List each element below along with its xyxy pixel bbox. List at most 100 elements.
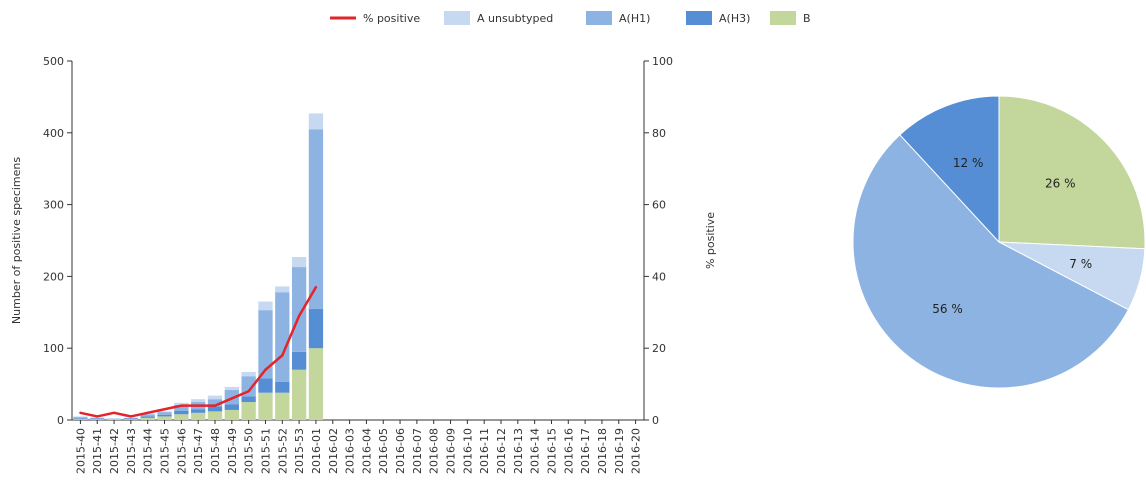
percent-positive-point-2015-41 <box>96 415 99 418</box>
bar-a-unsubtyped-2015-46 <box>174 402 189 405</box>
bar-a-unsubtyped-2015-48 <box>207 395 223 400</box>
legend: % positive A unsubtyped A(H1) A(H3) B <box>330 11 811 25</box>
bar-a-unsubtyped-2015-40 <box>73 416 88 418</box>
bar-a-h1-2016-01 <box>308 129 324 309</box>
bar-a-h3-2015-47 <box>191 409 206 413</box>
legend-swatch <box>686 11 712 25</box>
bar-b-2015-48 <box>207 411 223 420</box>
legend-label: B <box>803 12 811 25</box>
bar-a-h1-2015-45 <box>157 412 172 415</box>
bar-b-2015-42 <box>106 419 122 420</box>
pie-chart: 26 % 7 % 56 % 12 % <box>852 95 1146 389</box>
x-tick-label: 2016-07 <box>411 428 424 474</box>
pie-label-a-h3: 12 % <box>953 156 984 170</box>
bar-a-h1-2015-52 <box>275 292 290 382</box>
pie-slice-a-h3 <box>899 95 1000 244</box>
y-tick-label: 0 <box>57 414 64 427</box>
percent-positive-point-2015-44 <box>146 411 149 415</box>
bar-a-h3-2015-50 <box>241 396 256 403</box>
bar-a-h3-2015-41 <box>90 418 105 420</box>
bar-a-unsubtyped-2015-47 <box>191 399 206 403</box>
percent-positive-point-2015-49 <box>230 397 234 400</box>
bar-a-h3-2015-52 <box>275 381 290 393</box>
percent-positive-point-2015-53 <box>297 314 301 318</box>
x-tick-label: 2016-13 <box>512 428 525 474</box>
pie-label-a-unsubtyped: 7 % <box>1069 257 1092 271</box>
bar-b-2015-51 <box>258 392 273 420</box>
legend-label: A(H1) <box>619 12 650 25</box>
bar-a-h1-2015-50 <box>241 376 256 397</box>
x-tick-label: 2015-43 <box>125 428 138 474</box>
x-tick-label: 2016-11 <box>478 428 491 474</box>
x-tick-label: 2016-06 <box>394 428 407 474</box>
x-tick-label: 2015-53 <box>293 428 306 474</box>
bar-a-unsubtyped-2015-50 <box>241 371 256 377</box>
x-tick-label: 2015-52 <box>276 428 289 474</box>
legend-item-b: B <box>770 11 811 25</box>
x-tick-label: 2016-18 <box>596 428 609 474</box>
bar-chart-bars <box>73 113 324 420</box>
x-tick-label: 2016-16 <box>562 428 575 474</box>
legend-label: A unsubtyped <box>477 12 553 25</box>
bar-b-2015-41 <box>90 419 105 420</box>
x-tick-label: 2016-15 <box>545 428 558 474</box>
bar-a-h3-2015-51 <box>258 378 273 393</box>
percent-positive-point-2015-45 <box>163 408 166 411</box>
y-tick-label: 300 <box>43 199 64 212</box>
percent-positive-point-2015-47 <box>196 404 200 407</box>
bar-b-2015-44 <box>140 417 155 420</box>
percent-positive-point-2015-42 <box>112 411 116 415</box>
x-tick-label: 2015-47 <box>192 428 205 474</box>
bar-b-2015-50 <box>241 402 256 420</box>
percent-positive-point-2015-40 <box>79 411 82 415</box>
x-tick-label: 2015-45 <box>159 428 172 474</box>
x-tick-label: 2016-20 <box>630 428 643 474</box>
x-tick-label: 2015-49 <box>226 428 239 474</box>
bar-a-h3-2016-01 <box>308 308 324 349</box>
bar-a-h1-2015-42 <box>106 418 122 420</box>
bar-a-unsubtyped-2015-52 <box>275 286 290 293</box>
x-tick-label: 2016-19 <box>613 428 626 474</box>
x-tick-label: 2015-48 <box>209 428 222 474</box>
y2-axis-title: % positive <box>704 212 717 269</box>
x-tick-label: 2016-14 <box>529 428 542 474</box>
x-tick-label: 2016-10 <box>461 428 474 474</box>
percent-positive-point-2015-50 <box>247 390 250 393</box>
bar-a-h3-2015-43 <box>123 418 139 420</box>
bar-a-h3-2015-45 <box>157 414 172 417</box>
y2-tick-label: 60 <box>652 199 666 212</box>
pie-label-b: 26 % <box>1045 177 1076 191</box>
y2-tick-label: 0 <box>652 414 659 427</box>
x-tick-label: 2016-05 <box>377 428 390 474</box>
percent-positive-point-2015-48 <box>213 404 217 407</box>
y-tick-label: 400 <box>43 127 64 140</box>
x-tick-label: 2016-01 <box>310 428 323 474</box>
x-tick-label: 2015-42 <box>108 428 121 474</box>
bar-b-2015-53 <box>291 369 307 420</box>
bar-a-h3-2015-44 <box>140 416 155 418</box>
legend-swatch <box>770 11 796 25</box>
bar-a-unsubtyped-2016-01 <box>308 113 324 130</box>
y2-tick-label: 80 <box>652 127 666 140</box>
pie-slice-b <box>998 95 1146 250</box>
x-tick-label: 2015-40 <box>74 428 87 474</box>
x-tick-label: 2015-46 <box>175 428 188 474</box>
bar-a-h1-2015-40 <box>73 417 88 419</box>
bar-b-2015-40 <box>73 419 88 420</box>
percent-positive-point-2015-43 <box>129 415 133 418</box>
legend-label: % positive <box>363 12 420 25</box>
y-axis-title: Number of positive specimens <box>10 157 23 324</box>
percent-positive-point-2015-52 <box>281 354 284 357</box>
bar-b-2015-52 <box>275 392 290 420</box>
legend-swatch <box>444 11 470 25</box>
legend-item--positive: % positive <box>330 12 420 25</box>
bar-b-2015-49 <box>224 409 239 420</box>
y-tick-label: 200 <box>43 270 64 283</box>
bar-b-2015-47 <box>191 412 206 420</box>
bar-b-2016-01 <box>308 348 324 420</box>
legend-swatch <box>586 11 612 25</box>
legend-item-a-unsubtyped: A unsubtyped <box>444 11 553 25</box>
percent-positive-point-2016-01 <box>314 285 318 289</box>
